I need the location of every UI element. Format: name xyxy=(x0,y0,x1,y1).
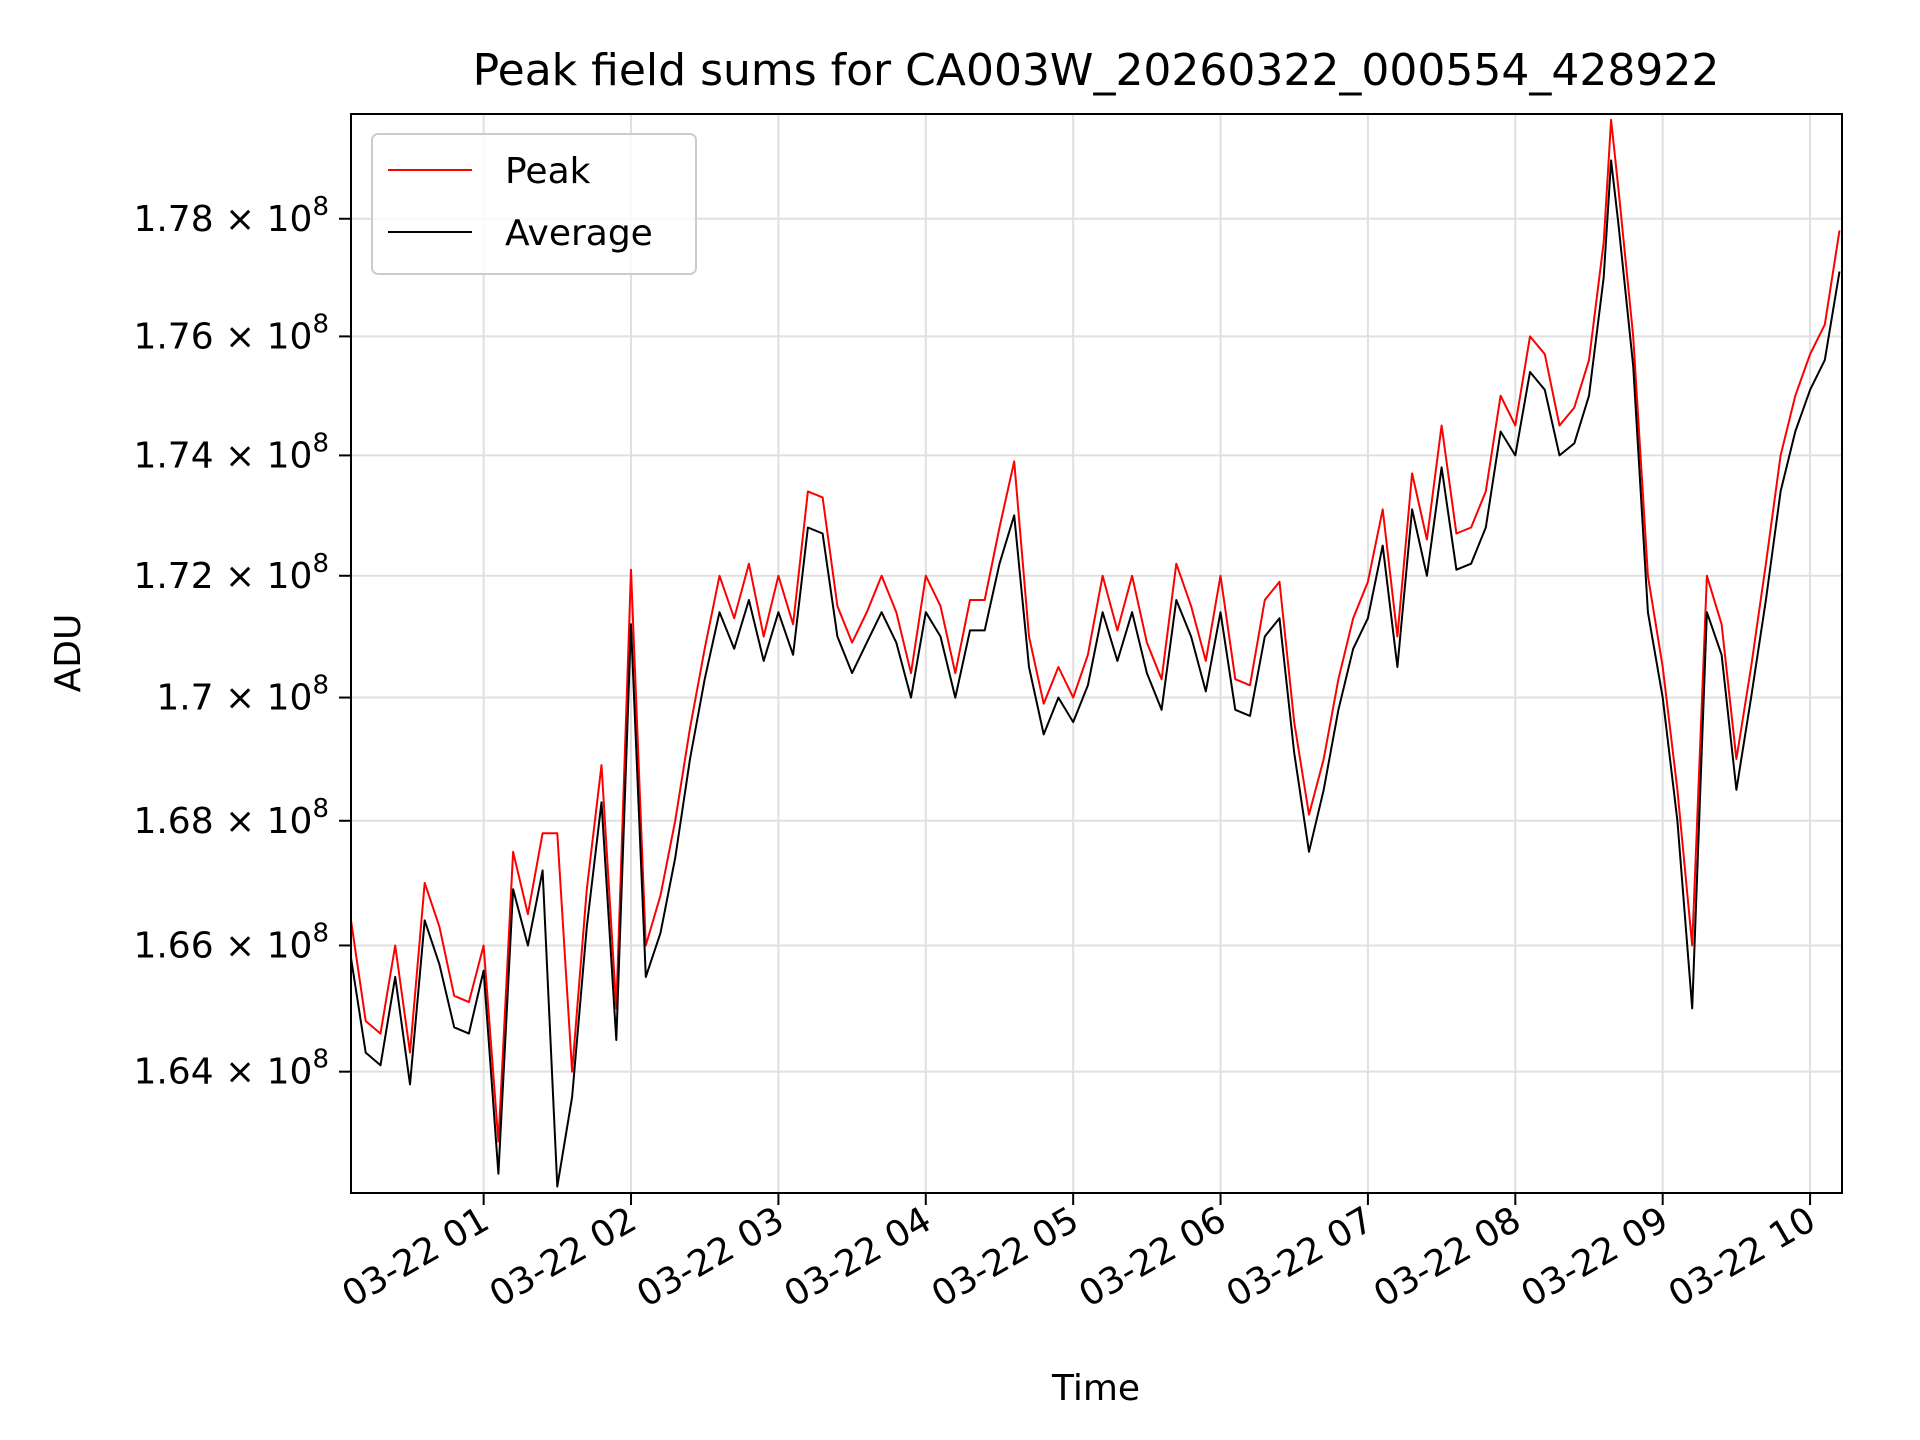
y-axis-label: ADU xyxy=(48,614,89,693)
y-tick-label-5: 1.74 × 108 xyxy=(133,428,329,476)
y-tick-label-6: 1.76 × 108 xyxy=(133,309,329,357)
y-tick-label-3: 1.7 × 108 xyxy=(156,671,329,719)
legend: Peak Average xyxy=(371,133,697,275)
y-tick-label-0: 1.64 × 108 xyxy=(133,1045,329,1093)
grid-lines xyxy=(351,114,1842,1193)
legend-label-peak: Peak xyxy=(505,151,591,192)
y-tick-label-2: 1.68 × 108 xyxy=(133,794,329,842)
x-axis-label: Time xyxy=(1051,1368,1140,1409)
y-tick-label-7: 1.78 × 108 xyxy=(133,192,329,240)
series-line-average xyxy=(350,159,1841,1188)
y-tick-label-1: 1.66 × 108 xyxy=(133,918,329,966)
plot-frame xyxy=(350,113,1843,1194)
legend-label-average: Average xyxy=(505,213,653,254)
series-line-peak xyxy=(350,118,1841,1143)
chart-title: Peak field sums for CA003W_20260322_0005… xyxy=(473,45,1720,96)
y-tick-label-4: 1.72 × 108 xyxy=(133,549,329,597)
series-lines xyxy=(350,118,1841,1188)
y-axis-ticks: 1.64 × 108 1.66 × 108 1.68 × 108 1.7 × 108 1… xyxy=(133,192,351,1093)
